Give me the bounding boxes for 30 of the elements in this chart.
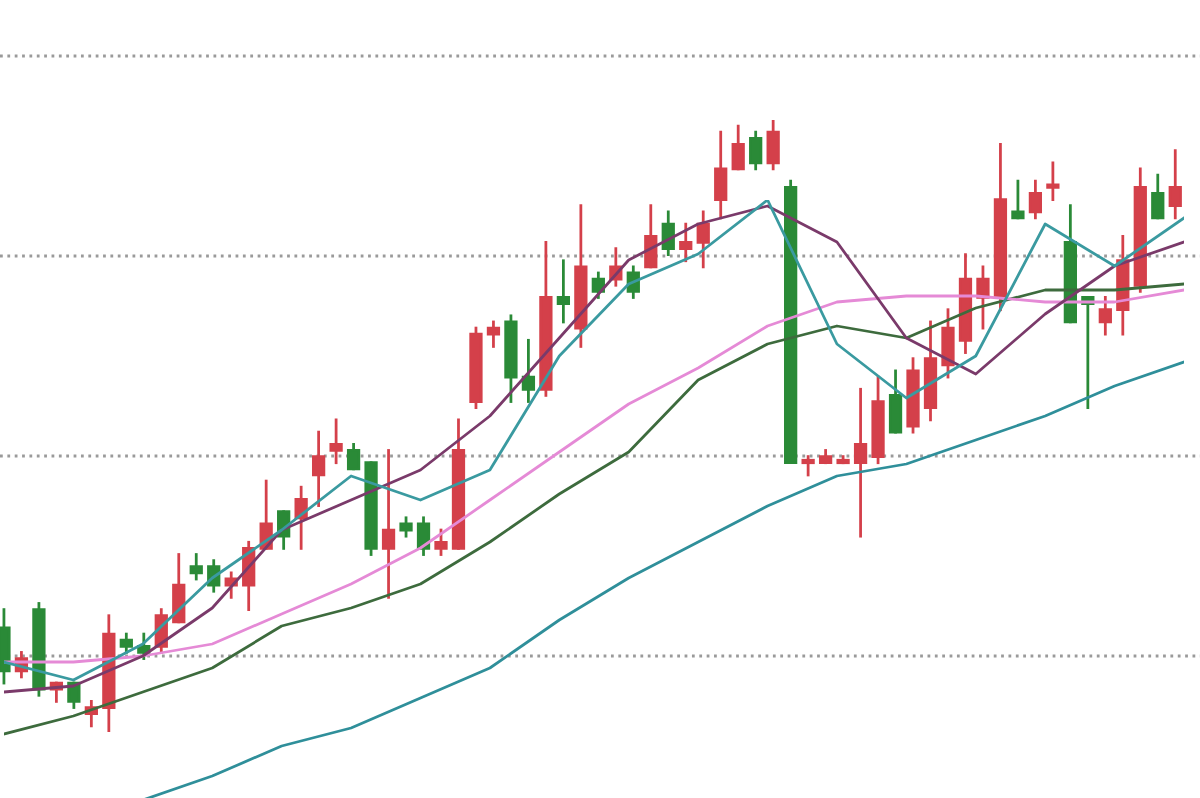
candlestick (434, 528, 448, 556)
candlestick (714, 130, 728, 220)
candlestick (311, 430, 326, 507)
candlestick (329, 418, 343, 465)
candlestick (0, 608, 11, 685)
candlestick (399, 516, 413, 538)
candlestick (119, 632, 133, 654)
candlestick (381, 449, 396, 599)
candlestick (941, 308, 955, 379)
candlestick (731, 124, 745, 171)
candlestick (1046, 161, 1060, 201)
candlestick (888, 369, 903, 434)
candlestick (679, 222, 693, 263)
candlestick (766, 120, 780, 171)
candlestick (1011, 179, 1025, 220)
candlestick (644, 204, 658, 269)
candlestick (1098, 296, 1112, 336)
candlestick (749, 130, 763, 171)
candlestick (696, 210, 710, 269)
candlestick (521, 338, 536, 403)
candlestick (486, 320, 501, 348)
candlestick (556, 259, 571, 324)
candlestick (1028, 179, 1043, 220)
candlestick (346, 442, 361, 471)
candlestick (1151, 173, 1165, 220)
candlestick (976, 265, 990, 330)
candlestick (853, 387, 868, 538)
candlestick (189, 553, 203, 581)
candlestick (801, 455, 815, 477)
candlestick (1168, 149, 1182, 220)
